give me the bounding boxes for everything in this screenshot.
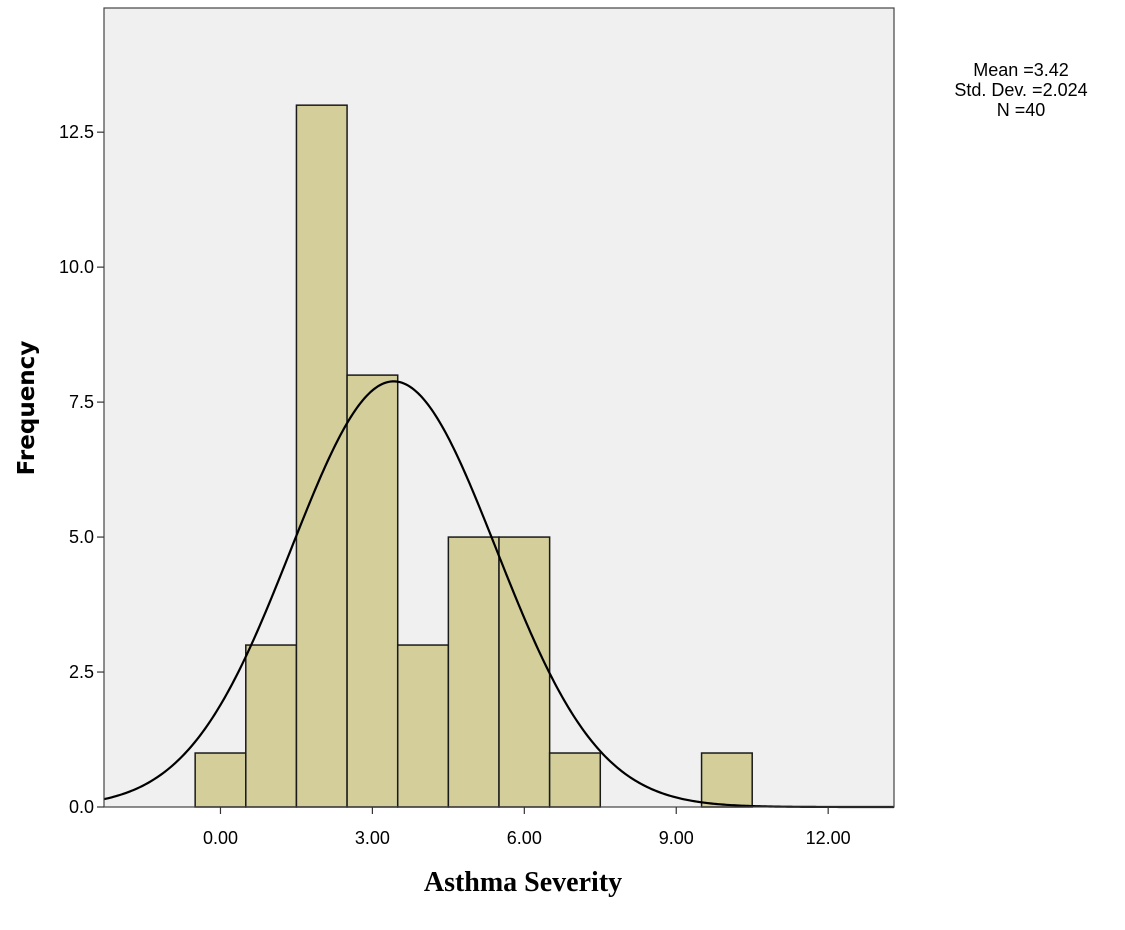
y-axis-label: Frequency (14, 341, 40, 476)
plot-frame (103, 7, 895, 808)
x-tick-label: 9.00 (659, 828, 694, 848)
y-tick-label: 10.0 (59, 257, 94, 277)
x-tick-label: 6.00 (507, 828, 542, 848)
y-tick-label: 7.5 (69, 392, 94, 412)
histogram-bar (548, 752, 602, 808)
x-axis: 0.00 3.00 6.00 9.00 12.00 (203, 807, 851, 848)
histogram-bar (245, 644, 298, 808)
x-tick-label: 12.00 (806, 828, 851, 848)
histogram-bar (447, 536, 500, 808)
y-tick-label: 5.0 (69, 527, 94, 547)
stats-box: Mean =3.42 Std. Dev. =2.024 N =40 (954, 60, 1087, 120)
histogram-bar (396, 644, 450, 808)
x-tick-label: 0.00 (203, 828, 238, 848)
stats-n: N =40 (997, 100, 1046, 120)
histogram-bar (346, 374, 399, 808)
y-axis: 0.0 2.5 5.0 7.5 10.0 12.5 (59, 122, 104, 817)
x-tick-label: 3.00 (355, 828, 390, 848)
y-tick-label: 2.5 (69, 662, 94, 682)
histogram-bars (194, 104, 753, 808)
y-tick-label: 0.0 (69, 797, 94, 817)
histogram-bar (700, 752, 753, 808)
histogram-bar (194, 752, 247, 808)
stats-mean: Mean =3.42 (973, 60, 1069, 80)
histogram-bar (295, 104, 348, 808)
stats-std-dev: Std. Dev. =2.024 (954, 80, 1087, 100)
normal-curve (103, 380, 894, 809)
x-axis-label: Asthma Severity (424, 867, 622, 898)
y-tick-label: 12.5 (59, 122, 94, 142)
